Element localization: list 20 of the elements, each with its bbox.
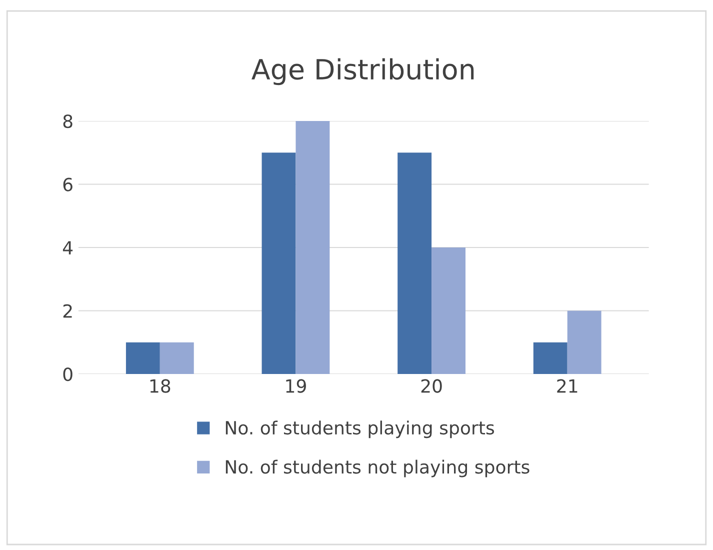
bar (126, 342, 160, 374)
x-tick-label: 20 (421, 379, 442, 393)
chart-title: Age Distribution (252, 58, 474, 86)
bar (160, 342, 194, 374)
bar (432, 248, 466, 374)
x-tick-label: 19 (286, 379, 306, 393)
x-tick-label: 21 (557, 379, 578, 393)
y-tick-label: 8 (63, 114, 72, 128)
legend-label: No. of students playing sports (226, 420, 494, 438)
x-tick-label: 18 (150, 379, 170, 393)
bar (567, 310, 602, 374)
bar (296, 121, 330, 374)
bar (262, 152, 296, 374)
legend-label: No. of students not playing sports (226, 460, 530, 478)
bar (398, 152, 432, 374)
y-tick-label: 0 (63, 367, 72, 382)
y-tick-label: 4 (62, 241, 73, 254)
y-tick-label: 6 (63, 178, 72, 192)
bar (533, 342, 568, 374)
y-tick-label: 2 (63, 304, 72, 318)
